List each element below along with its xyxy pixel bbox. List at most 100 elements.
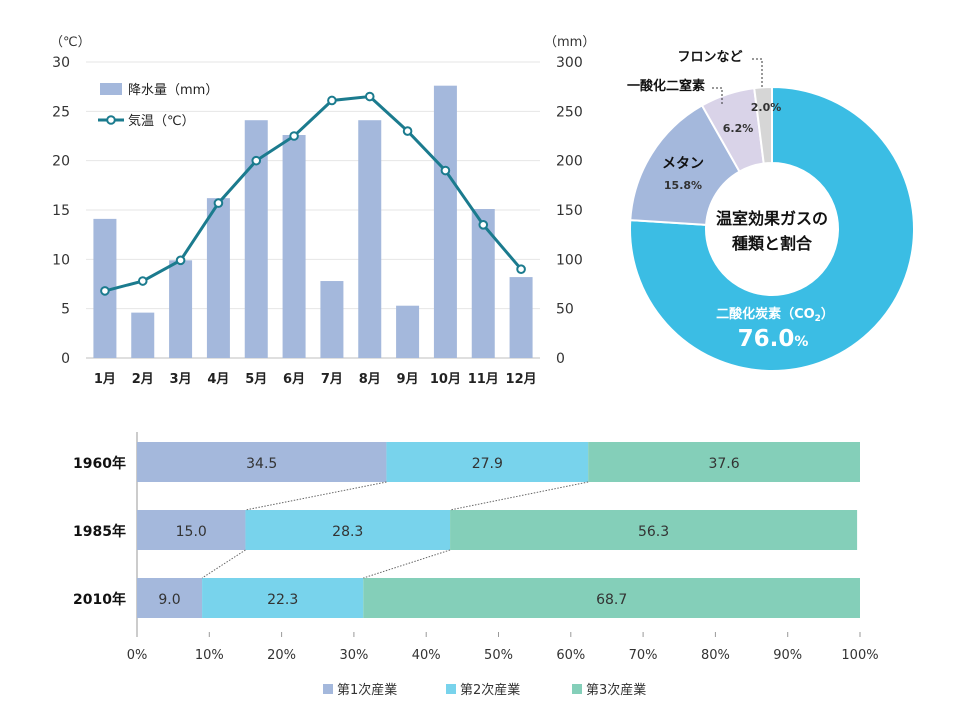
x-tick-label: 90% xyxy=(773,648,802,663)
stacked-bar-segment xyxy=(386,442,589,482)
legend-swatch xyxy=(323,684,333,694)
x-tick-label: 20% xyxy=(267,648,296,663)
row-label: 1985年 xyxy=(73,523,126,540)
precipitation-bar xyxy=(358,120,382,358)
legend-marker-temperature xyxy=(106,115,116,125)
segment-value-label: 56.3 xyxy=(638,524,669,540)
temperature-point xyxy=(100,286,110,296)
x-tick-label: 80% xyxy=(701,648,730,663)
segment-value-label: 37.6 xyxy=(708,456,739,472)
leader-line-freon xyxy=(752,58,763,88)
series-connector-line xyxy=(363,549,451,579)
temperature-point xyxy=(289,131,299,141)
y-left-unit: （℃） xyxy=(50,35,91,50)
temperature-point xyxy=(440,165,451,176)
y-right-unit: （mm） xyxy=(544,35,595,50)
segment-value-label: 27.9 xyxy=(472,456,503,472)
leader-line-n2o xyxy=(712,87,723,105)
pie-slice xyxy=(629,85,915,372)
x-tick-label: 100% xyxy=(841,648,878,663)
series-connector-line xyxy=(201,549,246,579)
segment-value-label: 34.5 xyxy=(246,456,277,472)
y-right-tick-label: 100 xyxy=(556,252,583,268)
slice-label-n2o: 一酸化二窒素 xyxy=(627,78,705,94)
stacked-bar-segment xyxy=(137,578,203,618)
y-right-tick-label: 250 xyxy=(556,104,583,120)
x-tick-label: 30% xyxy=(339,648,368,663)
temperature-point xyxy=(364,91,375,102)
x-tick-label: 8月 xyxy=(359,372,381,387)
slice-label-freon: フロンなど xyxy=(677,50,742,65)
temperature-point xyxy=(251,155,262,166)
temperature-line xyxy=(104,94,523,293)
segment-value-label: 28.3 xyxy=(332,524,363,540)
temperature-point xyxy=(516,264,526,275)
stacked-bar-segment xyxy=(137,442,387,482)
y-left-tick-label: 0 xyxy=(61,351,70,367)
slice-value-n2o: 6.2% xyxy=(723,122,754,135)
segment-value-label: 9.0 xyxy=(158,592,180,608)
y-left-tick-label: 10 xyxy=(52,252,70,268)
x-tick-label: 12月 xyxy=(506,372,537,387)
segment-value-label: 22.3 xyxy=(267,592,298,608)
legend-label-temperature: 気温（℃） xyxy=(128,113,195,129)
precipitation-bar xyxy=(509,277,533,358)
x-tick-label: 10% xyxy=(195,648,224,663)
row-label: 2010年 xyxy=(73,591,126,608)
slice-label-co2: 二酸化炭素（CO2） xyxy=(716,306,834,324)
slice-value-methane: 15.8% xyxy=(664,179,702,192)
x-tick-label: 9月 xyxy=(397,372,419,387)
stacked-bar-segment xyxy=(245,510,451,550)
x-tick-label: 50% xyxy=(484,648,513,663)
legend-label: 第3次産業 xyxy=(586,682,646,698)
temperature-point xyxy=(175,255,186,266)
legend-swatch-precipitation xyxy=(100,83,122,95)
precipitation-bar xyxy=(282,135,306,358)
precipitation-bar xyxy=(433,85,457,359)
x-tick-label: 6月 xyxy=(283,372,305,387)
y-left-tick-label: 25 xyxy=(52,104,70,120)
stacked-bar-segment xyxy=(363,578,860,618)
y-left-tick-label: 20 xyxy=(52,154,70,170)
slice-value-co2-number: 76.0 xyxy=(738,326,795,352)
stacked-bar-segment xyxy=(137,510,246,550)
temperature-point xyxy=(137,276,148,286)
slice-value-co2-unit: % xyxy=(794,334,808,350)
x-tick-label: 11月 xyxy=(468,372,499,387)
x-tick-label: 2月 xyxy=(132,372,154,387)
stacked-bar-segment xyxy=(450,510,858,550)
pie-center-label: 温室効果ガスの xyxy=(715,209,828,228)
y-left-tick-label: 5 xyxy=(61,302,70,318)
x-tick-label: 0% xyxy=(127,648,148,663)
x-tick-label: 4月 xyxy=(207,372,229,387)
x-tick-label: 3月 xyxy=(170,372,192,387)
temperature-point xyxy=(213,198,224,208)
pie-center-label: 種類と割合 xyxy=(732,234,813,253)
precipitation-bar xyxy=(320,281,344,358)
row-label: 1960年 xyxy=(73,455,126,472)
x-tick-label: 40% xyxy=(412,648,441,663)
y-right-tick-label: 0 xyxy=(556,351,565,367)
legend-swatch xyxy=(446,684,456,694)
series-connector-line xyxy=(245,481,387,511)
precipitation-bar xyxy=(169,260,193,358)
x-tick-label: 7月 xyxy=(321,372,343,387)
slice-label-methane: メタン xyxy=(662,156,704,172)
slice-value-co2: 76.0% xyxy=(738,326,809,352)
y-right-tick-label: 50 xyxy=(556,302,574,318)
precipitation-bar xyxy=(206,198,230,358)
legend-label: 第2次産業 xyxy=(460,682,520,698)
slice-label-co2-subscript: 2 xyxy=(815,314,821,324)
y-right-tick-label: 200 xyxy=(556,154,583,170)
segment-value-label: 68.7 xyxy=(596,592,627,608)
series-connector-line xyxy=(449,481,589,511)
precipitation-bar xyxy=(244,120,268,358)
x-tick-label: 1月 xyxy=(94,372,116,387)
stacked-bar-segment xyxy=(202,578,364,618)
legend-label-precipitation: 降水量（mm） xyxy=(128,83,218,98)
slice-label-co2-end: ） xyxy=(821,306,834,322)
segment-value-label: 15.0 xyxy=(176,524,207,540)
temperature-point xyxy=(327,95,337,106)
